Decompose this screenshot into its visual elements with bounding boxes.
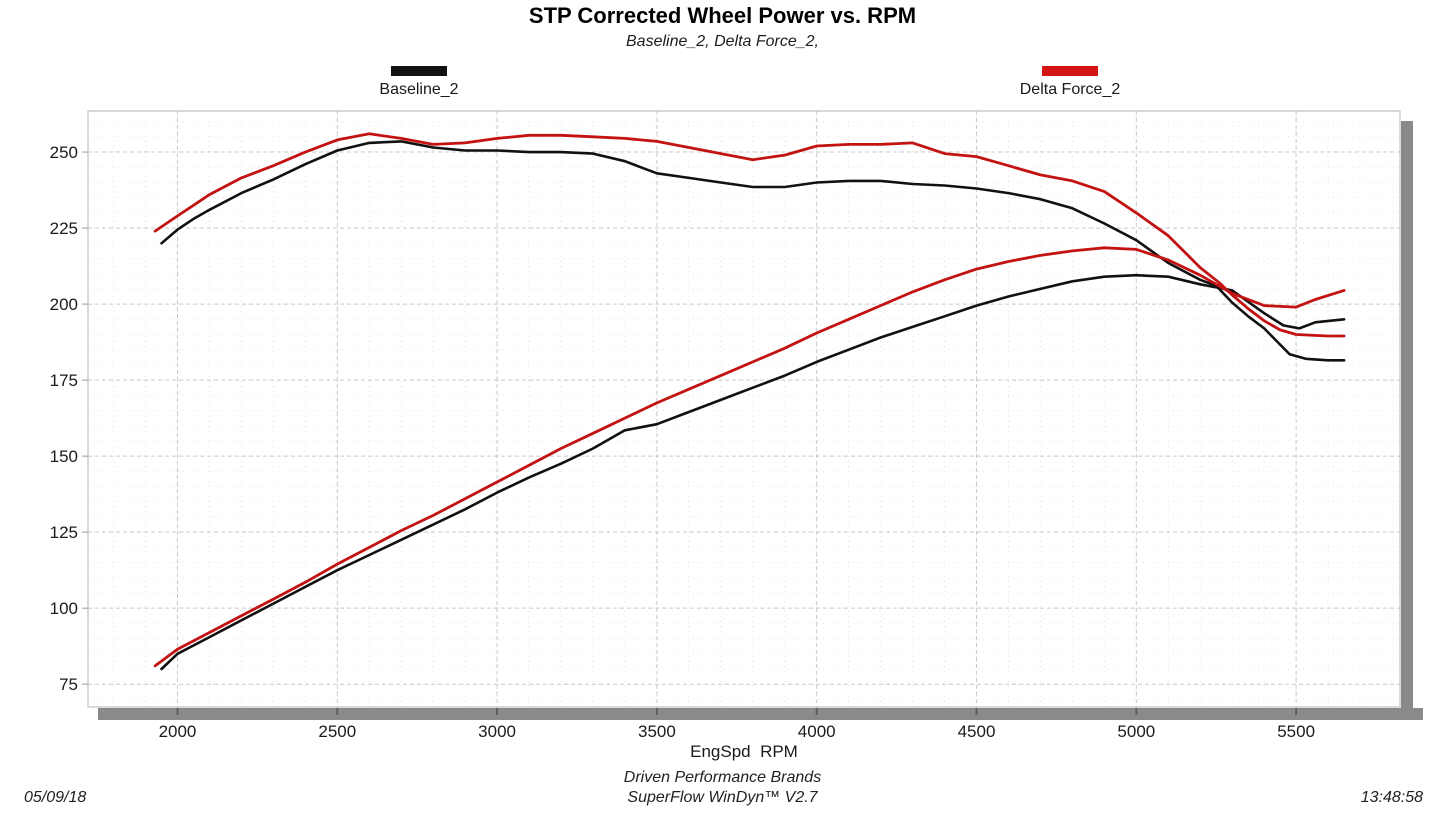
major-gridlines xyxy=(88,111,1400,707)
series-Delta_Force_2_upper xyxy=(153,132,1346,338)
chart-subtitle: Baseline_2, Delta Force_2, xyxy=(626,33,819,50)
x-tick-label: 4000 xyxy=(798,722,836,741)
bottom-shadow-bar xyxy=(98,708,1423,720)
footer-date: 05/09/18 xyxy=(24,789,87,806)
x-tick-labels: 2000 2500 3000 3500 4000 4500 5000 5500 xyxy=(159,722,1315,741)
data-series xyxy=(153,132,1346,671)
x-tick-label: 4500 xyxy=(958,722,996,741)
footer-software-line: SuperFlow WinDyn™ V2.7 xyxy=(627,789,818,806)
y-tick-label: 175 xyxy=(50,371,78,390)
baseline-color-swatch-icon xyxy=(391,66,447,76)
x-tick-label: 2500 xyxy=(318,722,356,741)
y-tick-labels: 75 100 125 150 175 200 225 250 xyxy=(50,143,78,694)
legend-baseline: Baseline_2 xyxy=(349,66,489,99)
x-tick-label: 5500 xyxy=(1277,722,1315,741)
delta-force-color-swatch-icon xyxy=(1042,66,1098,76)
y-tick-label: 150 xyxy=(50,447,78,466)
y-tick-label: 225 xyxy=(50,219,78,238)
x-tick-label: 5000 xyxy=(1117,722,1155,741)
footer-time: 13:48:58 xyxy=(1360,789,1423,806)
x-tick-label: 2000 xyxy=(159,722,197,741)
footer-brand-line: Driven Performance Brands xyxy=(623,769,822,786)
y-tick-label: 250 xyxy=(50,143,78,162)
series-Delta_Force_2_lower xyxy=(153,246,1346,668)
series-Baseline_2_lower xyxy=(160,273,1346,671)
x-tick-label: 3500 xyxy=(638,722,676,741)
series-Baseline_2_upper xyxy=(160,140,1346,362)
axis-ticks xyxy=(82,151,1298,715)
page-title: STP Corrected Wheel Power vs. RPM xyxy=(528,3,917,28)
y-tick-label: 75 xyxy=(59,675,78,694)
right-shadow-bar xyxy=(1401,121,1413,720)
minor-gridlines xyxy=(88,111,1400,707)
legend-delta-force: Delta Force_2 xyxy=(1000,66,1140,99)
y-tick-label: 125 xyxy=(50,523,78,542)
y-tick-label: 200 xyxy=(50,295,78,314)
y-tick-label: 100 xyxy=(50,599,78,618)
x-axis-title: EngSpd RPM xyxy=(690,742,798,761)
baseline-legend-label: Baseline_2 xyxy=(379,81,459,98)
delta-force-legend-label: Delta Force_2 xyxy=(1019,81,1121,98)
plot-frame xyxy=(87,110,1423,720)
x-tick-label: 3000 xyxy=(478,722,516,741)
